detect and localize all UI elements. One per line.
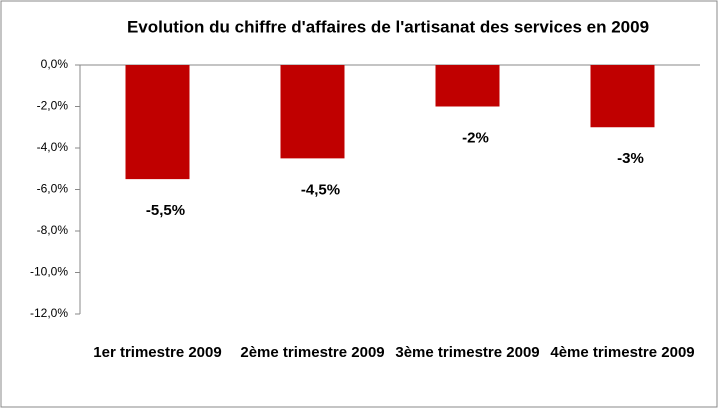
y-tick-label: -8,0% (37, 223, 69, 237)
x-tick-label: 4ème trimestre 2009 (550, 344, 695, 361)
value-label: -4,5% (301, 181, 340, 198)
y-tick-label: -4,0% (37, 140, 69, 154)
value-label: -2% (462, 129, 489, 146)
x-tick-label: 3ème trimestre 2009 (395, 344, 540, 361)
bar (435, 65, 500, 107)
bar (280, 65, 345, 159)
value-label: -3% (617, 150, 644, 167)
y-tick-label: -10,0% (30, 265, 68, 279)
x-tick-label: 2ème trimestre 2009 (240, 344, 385, 361)
y-tick-label: -6,0% (37, 182, 69, 196)
value-label: -5,5% (146, 202, 185, 219)
x-tick-label: 1er trimestre 2009 (93, 344, 222, 361)
bar (125, 65, 190, 180)
chart-title: Evolution du chiffre d'affaires de l'art… (127, 17, 649, 36)
y-tick-label: -12,0% (30, 306, 68, 320)
y-tick-label: 0,0% (41, 57, 69, 71)
bar (590, 65, 655, 128)
y-tick-label: -2,0% (37, 99, 69, 113)
